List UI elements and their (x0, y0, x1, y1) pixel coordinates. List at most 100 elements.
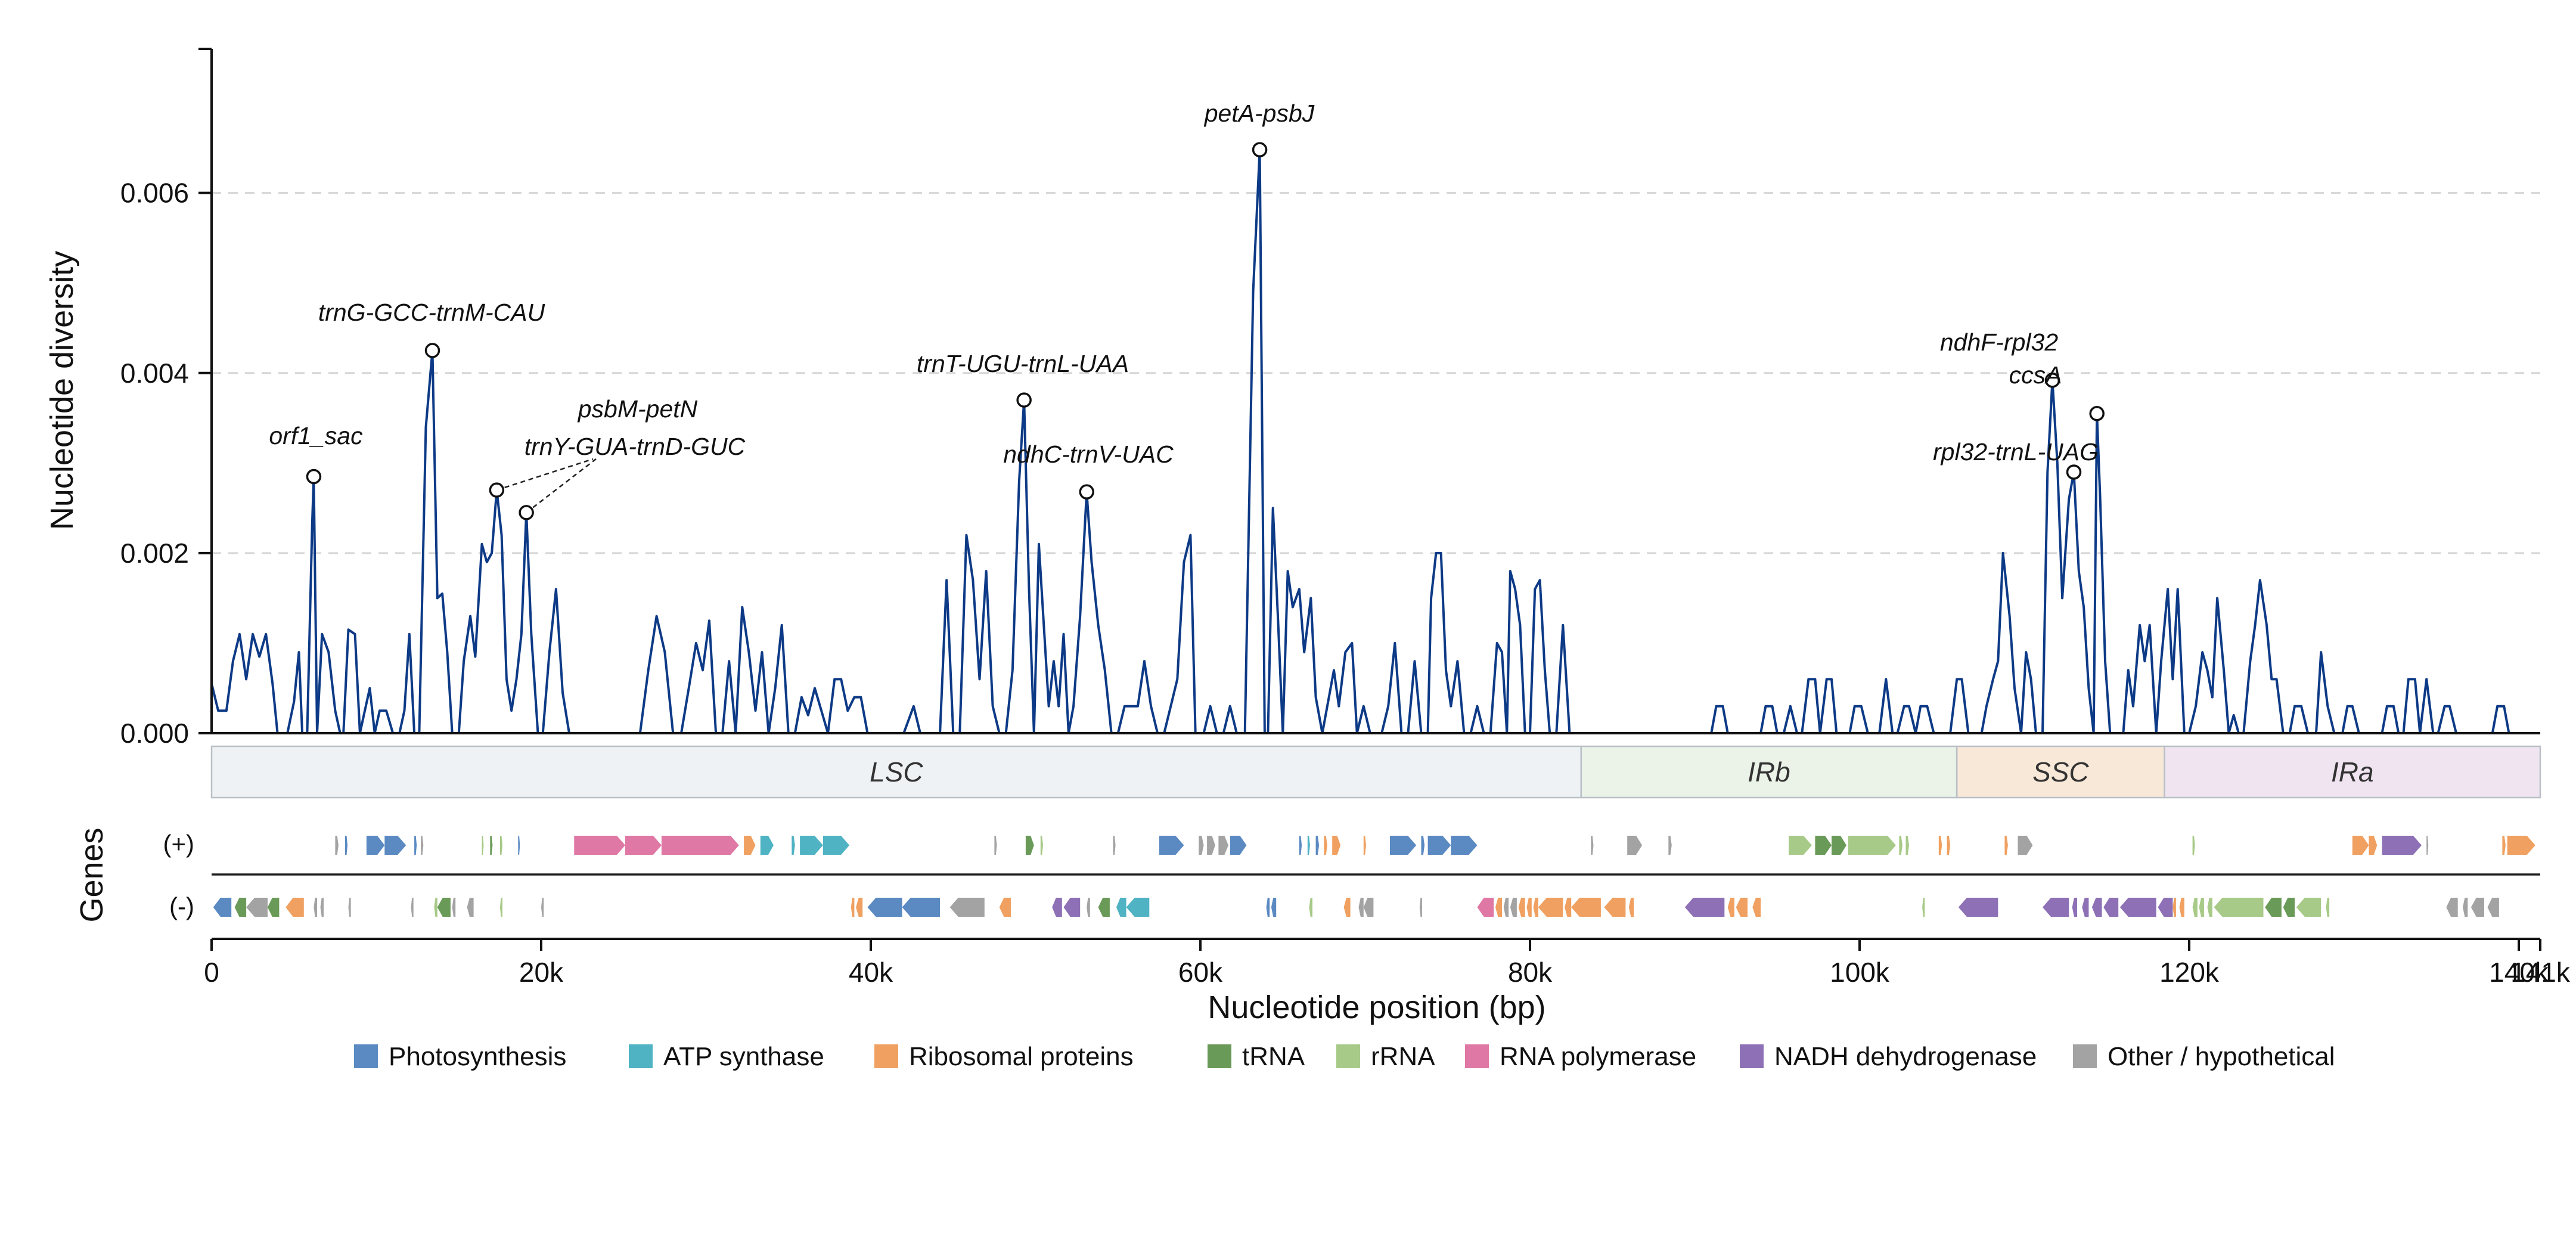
diversity-line-series (210, 148, 2540, 734)
gene-minus-strand (2265, 898, 2282, 917)
gene-minus-strand (499, 898, 502, 917)
gene-plus-strand (2352, 836, 2369, 855)
gene-minus-strand (1727, 898, 1734, 917)
gene-plus-strand (1390, 836, 1417, 855)
gene-minus-strand (851, 898, 855, 917)
region-block (1956, 745, 2165, 799)
gene-minus-strand (1571, 898, 1601, 917)
gene-plus-strand (1427, 836, 1451, 855)
gene-minus-strand (1087, 898, 1090, 917)
peak-label: ccsA (2009, 361, 2062, 389)
gene-plus-strand (1230, 836, 1247, 855)
minus-strand-label: (-) (169, 892, 194, 920)
legend-label: NADH dehydrogenase (1774, 1042, 2037, 1071)
gene-plus-strand (1591, 836, 1594, 855)
gene-plus-strand (1815, 836, 1832, 855)
gene-minus-strand (856, 898, 863, 917)
y-tick-label: 0.004 (120, 358, 189, 389)
genome-region-bar: LSC IRb SSC IRa (210, 745, 2541, 799)
gene-plus-strand (792, 836, 795, 855)
gene-minus-strand (1538, 898, 1563, 917)
region-block (2164, 745, 2541, 799)
gene-minus-strand (2179, 898, 2184, 917)
gene-minus-strand (2471, 898, 2484, 917)
peak-marker (1252, 142, 1268, 157)
gene-minus-strand (1752, 898, 1761, 917)
x-tick-label: 40k (849, 957, 893, 988)
legend-swatch (1740, 1044, 1764, 1068)
gene-minus-strand (2326, 898, 2330, 917)
gene-minus-strand (2487, 898, 2499, 917)
gene-minus-strand (1419, 898, 1422, 917)
gene-plus-strand (1324, 836, 1327, 855)
gene-minus-strand (867, 898, 902, 917)
gene-minus-strand (2172, 898, 2176, 917)
gene-minus-strand (1503, 898, 1509, 917)
peak-label: ndhC-trnV-UAC (1003, 441, 1174, 468)
peak-marker (424, 343, 440, 358)
gene-minus-strand (1628, 898, 1634, 917)
legend-swatch (1208, 1044, 1231, 1068)
gene-plus-strand (661, 836, 739, 855)
gene-plus-strand (1299, 836, 1302, 855)
gene-plus-strand (1832, 836, 1846, 855)
gene-minus-strand (2043, 898, 2069, 917)
gene-minus-strand (1116, 898, 1126, 917)
x-tick-label: 20k (519, 957, 564, 988)
y-axis-title: Nucleotide diversity (44, 251, 80, 530)
axes: 0.000 0.002 0.004 0.006 (120, 48, 2540, 749)
gene-minus-strand (348, 898, 351, 917)
peak-label: trnY-GUA-trnD-GUC (524, 433, 746, 460)
peak-marker (2044, 373, 2060, 388)
gene-minus-strand (1098, 898, 1110, 917)
peak-marker (2066, 464, 2082, 480)
region-block (1580, 745, 1958, 799)
gene-minus-strand (1604, 898, 1626, 917)
gene-minus-strand (2091, 898, 2102, 917)
gene-plus-strand (1421, 836, 1425, 855)
gene-plus-strand (1899, 836, 1902, 855)
gene-plus-strand (1668, 836, 1672, 855)
gene-plus-strand (1159, 836, 1184, 855)
region-label: LSC (870, 756, 923, 787)
gene-plus-strand (1947, 836, 1951, 855)
gene-minus-strand (1271, 898, 1277, 917)
gene-minus-strand (2192, 898, 2198, 917)
peak-leader-line (496, 458, 594, 491)
gene-minus-strand (434, 898, 437, 917)
gene-minus-strand (1533, 898, 1538, 917)
gene-minus-strand (1736, 898, 1748, 917)
gene-plus-strand (1025, 836, 1034, 855)
legend-label: Other / hypothetical (2108, 1042, 2335, 1071)
gene-plus-strand (2502, 836, 2506, 855)
gene-minus-strand (452, 898, 456, 917)
peak-leader-line (526, 458, 597, 513)
peak-marker (519, 505, 534, 520)
gene-plus-strand (2018, 836, 2033, 855)
gene-minus-strand (1052, 898, 1062, 917)
gene-plus-strand (1451, 836, 1478, 855)
x-tick-label: 140k (2489, 957, 2549, 988)
gene-minus-strand (2158, 898, 2173, 917)
gene-plus-strand (823, 836, 850, 855)
gene-plus-strand (1905, 836, 1909, 855)
legend-label: Photosynthesis (389, 1042, 566, 1071)
y-tick-label: 0.002 (120, 538, 189, 569)
gene-plus-strand (1848, 836, 1896, 855)
y-tick-label: 0.006 (120, 178, 189, 209)
gene-plus-strand (1363, 836, 1366, 855)
gene-minus-strand (999, 898, 1011, 917)
gene-plus-strand (625, 836, 662, 855)
gene-minus-strand (1266, 898, 1270, 917)
gene-minus-strand (1063, 898, 1081, 917)
peak-label: trnT-UGU-trnL-UAA (917, 350, 1129, 377)
gene-minus-strand (2082, 898, 2089, 917)
x-axis-title: Nucleotide position (bp) (1208, 990, 1545, 1025)
gene-minus-strand (320, 898, 324, 917)
region-label: SSC (2032, 756, 2089, 787)
gene-minus-strand (1477, 898, 1494, 917)
legend-label: RNA polymerase (1500, 1042, 1696, 1071)
legend-label: rRNA (1371, 1042, 1435, 1071)
gene-minus-strand (213, 898, 232, 917)
